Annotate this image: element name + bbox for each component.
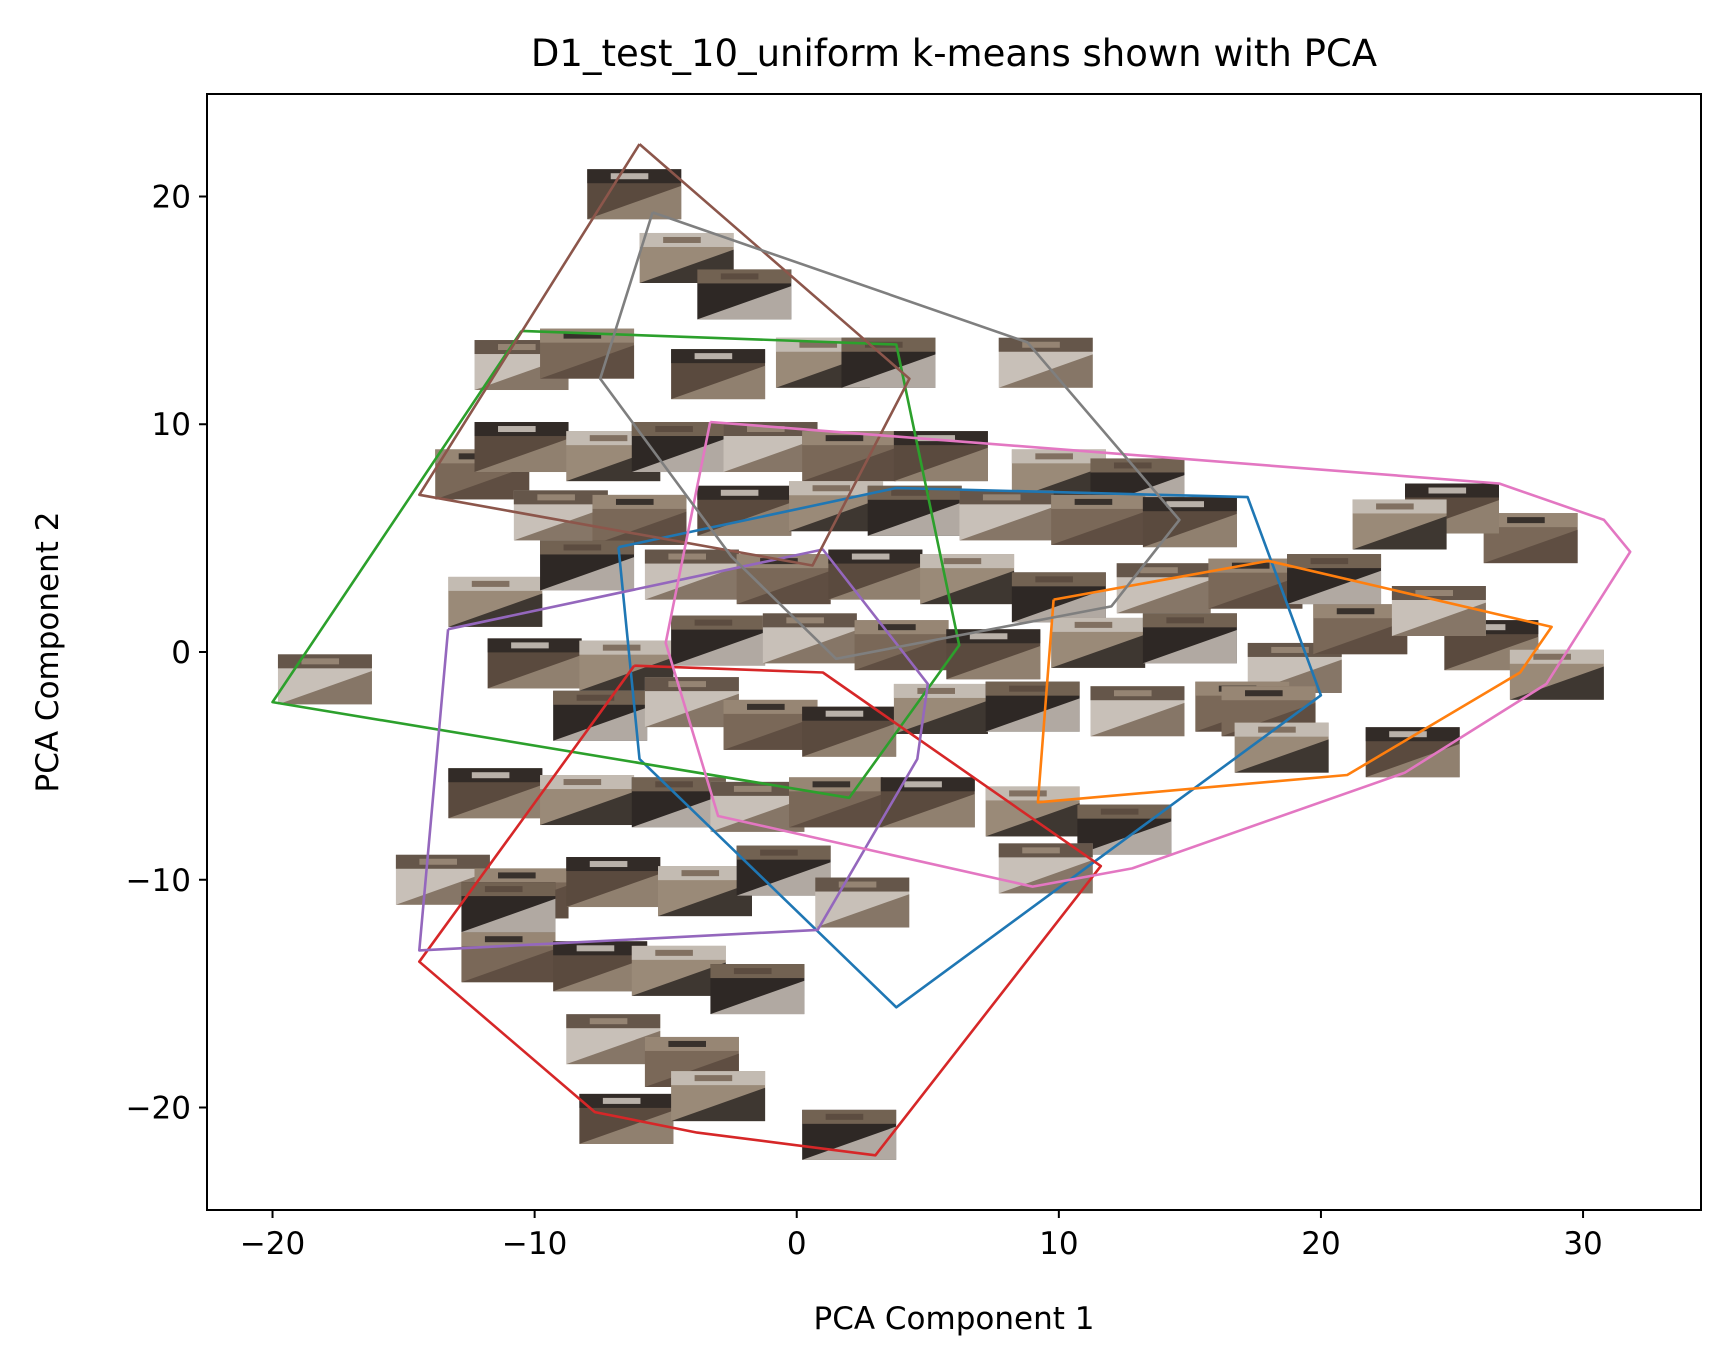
- thumbnail-marker: [1142, 613, 1237, 664]
- thumbnail-marker: [920, 554, 1015, 605]
- y-tick-label: −20: [126, 1091, 191, 1127]
- thumbnail-marker: [631, 945, 726, 996]
- thumbnail-marker: [710, 964, 805, 1015]
- thumbnail-marker: [854, 620, 949, 671]
- thumbnail-marker: [1352, 499, 1447, 550]
- x-axis-label: PCA Component 1: [814, 1301, 1095, 1337]
- x-tick-label: −20: [240, 1226, 305, 1262]
- thumbnail-marker: [448, 768, 543, 819]
- thumbnail-marker: [1051, 617, 1146, 668]
- cluster-hull-layer: [271, 143, 1632, 1157]
- thumbnail-marker: [487, 638, 582, 689]
- x-tick-label: 20: [1301, 1226, 1340, 1262]
- thumbnail-marker: [828, 549, 923, 600]
- thumbnail-marker: [540, 328, 635, 379]
- thumbnail-marker: [841, 337, 936, 388]
- thumbnail-marker: [959, 490, 1054, 541]
- thumbnail-marker: [1116, 563, 1211, 614]
- thumbnail-marker: [579, 1093, 674, 1144]
- thumbnail-marker: [587, 169, 682, 220]
- cluster-hull-5: [417, 548, 930, 952]
- chart-title: D1_test_10_uniform k-means shown with PC…: [531, 32, 1377, 75]
- thumbnail-marker: [631, 777, 726, 828]
- thumbnail-marker: [1090, 686, 1185, 737]
- cluster-hull-8: [598, 211, 1181, 661]
- thumbnail-marker: [671, 1071, 766, 1122]
- thumbnail-marker: [474, 422, 569, 473]
- thumbnail-marker: [985, 786, 1080, 837]
- thumbnail-marker: [671, 615, 766, 666]
- thumbnail-marker: [1142, 497, 1237, 548]
- thumbnail-marker: [1234, 722, 1329, 773]
- thumbnail-marker: [802, 431, 897, 482]
- thumbnail-marker: [880, 777, 975, 828]
- y-axis: −20 −10 0 10 20: [126, 179, 207, 1127]
- thumbnail-marker: [985, 681, 1080, 732]
- thumbnail-marker: [736, 845, 831, 896]
- cluster-hull-1: [617, 486, 1323, 1009]
- thumbnail-marker: [802, 706, 897, 757]
- thumbnail-marker: [710, 781, 805, 832]
- cluster-hull-3: [271, 329, 961, 800]
- thumbnail-marker: [998, 337, 1093, 388]
- thumbnail-marker: [946, 629, 1041, 680]
- thumbnail-marker: [697, 269, 792, 320]
- thumbnail-marker: [631, 422, 726, 473]
- x-tick-label: 10: [1039, 1226, 1078, 1262]
- y-tick-label: 0: [171, 635, 191, 671]
- cluster-hull-4: [417, 664, 1103, 1157]
- thumbnail-marker: [815, 877, 910, 928]
- thumbnail-marker: [644, 549, 739, 600]
- thumbnail-marker: [1483, 513, 1578, 564]
- y-axis-label: PCA Component 2: [30, 512, 66, 793]
- thumbnail-marker: [277, 654, 372, 705]
- thumbnail-marker: [566, 857, 661, 908]
- y-tick-label: 20: [152, 179, 191, 215]
- x-tick-label: −10: [502, 1226, 567, 1262]
- thumbnail-marker: [553, 941, 648, 992]
- thumbnail-marker: [658, 866, 752, 917]
- thumbnail-marker: [1077, 804, 1172, 855]
- cluster-hull-2: [1036, 559, 1553, 804]
- thumbnail-marker: [644, 677, 739, 728]
- thumbnail-marker: [461, 882, 556, 933]
- x-tick-label: 30: [1563, 1226, 1602, 1262]
- thumbnail-marker: [553, 690, 648, 741]
- x-axis: −20 −10 0 10 20 30: [240, 1210, 1603, 1262]
- thumbnail-marker: [540, 775, 635, 826]
- thumbnail-marker: [1509, 649, 1604, 700]
- thumbnail-marker: [893, 683, 988, 734]
- cluster-hull-7: [664, 420, 1632, 888]
- thumbnail-marker: [1051, 494, 1146, 545]
- thumbnail-marker: [592, 494, 687, 545]
- thumbnail-marker: [789, 777, 884, 828]
- thumbnail-marker: [867, 485, 962, 536]
- thumbnail-marker: [1287, 554, 1382, 605]
- thumbnail-marker: [671, 349, 766, 400]
- x-tick-label: 0: [787, 1226, 807, 1262]
- thumbnail-marker: [723, 699, 818, 750]
- cluster-hull-6: [417, 143, 911, 567]
- thumbnail-marker: [448, 576, 543, 627]
- y-tick-label: 10: [152, 407, 191, 443]
- thumbnail-marker: [762, 613, 857, 664]
- thumbnail-marker: [540, 540, 635, 591]
- thumbnail-layer: [277, 169, 1604, 1160]
- thumbnail-marker: [461, 932, 556, 983]
- thumbnail-marker: [1208, 558, 1303, 609]
- y-tick-label: −10: [126, 863, 191, 899]
- thumbnail-marker: [1313, 604, 1408, 655]
- thumbnail-marker: [566, 1014, 661, 1065]
